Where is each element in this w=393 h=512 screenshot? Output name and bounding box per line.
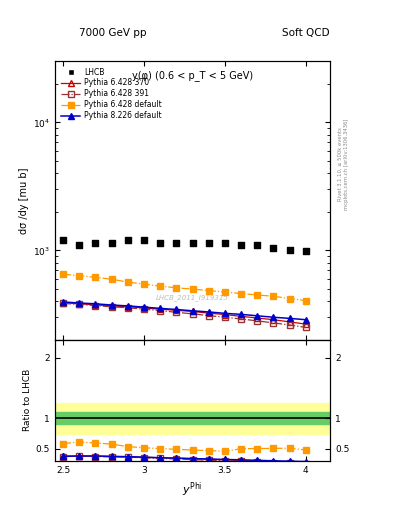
Point <box>125 236 131 244</box>
Text: y(φ) (0.6 < p_T < 5 GeV): y(φ) (0.6 < p_T < 5 GeV) <box>132 70 253 81</box>
X-axis label: $y^{\mathsf{Phi}}$: $y^{\mathsf{Phi}}$ <box>182 480 203 499</box>
Point <box>92 239 99 247</box>
Point <box>189 239 196 247</box>
Point <box>141 236 147 244</box>
Y-axis label: dσ /dy [mu b]: dσ /dy [mu b] <box>19 167 29 234</box>
Point <box>303 247 309 255</box>
Point <box>238 241 244 249</box>
Point <box>60 236 66 244</box>
Point <box>157 239 163 247</box>
Point <box>76 241 83 249</box>
Point <box>206 239 212 247</box>
Point <box>270 244 277 252</box>
Text: 7000 GeV pp: 7000 GeV pp <box>79 28 146 38</box>
Point <box>222 239 228 247</box>
Y-axis label: Ratio to LHCB: Ratio to LHCB <box>23 369 31 432</box>
Point <box>286 246 293 254</box>
Point <box>254 241 261 249</box>
Text: Rivet 3.1.10, ≥ 500k events: Rivet 3.1.10, ≥ 500k events <box>338 127 342 201</box>
Legend: LHCB, Pythia 6.428 370, Pythia 6.428 391, Pythia 6.428 default, Pythia 8.226 def: LHCB, Pythia 6.428 370, Pythia 6.428 391… <box>59 65 164 122</box>
Text: Soft QCD: Soft QCD <box>283 28 330 38</box>
Bar <box>55 412 330 424</box>
Text: LHCB_2011_I919315: LHCB_2011_I919315 <box>156 294 229 302</box>
Point <box>108 239 115 247</box>
Bar <box>55 403 330 434</box>
Text: mcplots.cern.ch [arXiv:1306.3436]: mcplots.cern.ch [arXiv:1306.3436] <box>344 118 349 209</box>
Point <box>173 239 180 247</box>
